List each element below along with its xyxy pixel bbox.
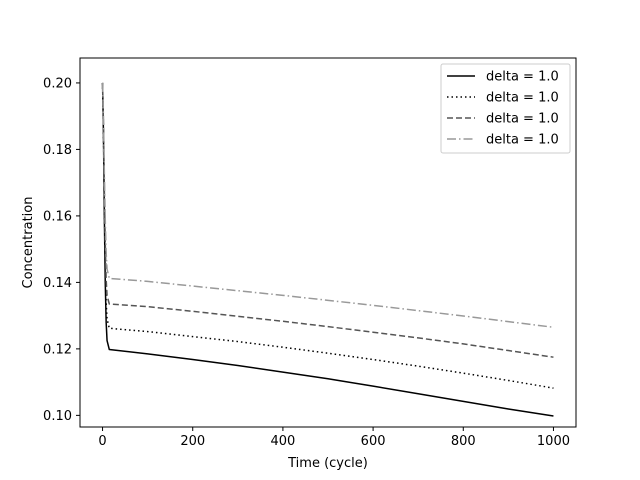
legend-label-4: delta = 1.0 [486, 133, 559, 148]
x-tick-label: 400 [270, 434, 295, 449]
legend-box [440, 63, 571, 154]
y-axis-ticks: 0.10 0.12 0.14 0.16 0.18 0.20 [43, 76, 80, 424]
y-tick-label: 0.20 [43, 76, 72, 91]
y-tick-label: 0.18 [43, 143, 72, 158]
y-tick-label: 0.14 [43, 276, 72, 291]
legend-label-3: delta = 1.0 [486, 112, 559, 127]
x-tick-label: 600 [361, 434, 386, 449]
y-tick-label: 0.16 [43, 209, 72, 224]
x-tick-label: 1000 [537, 434, 570, 449]
y-axis-label: Concentration [21, 197, 36, 289]
legend-label-2: delta = 1.0 [486, 91, 559, 106]
series-line-1 [101, 82, 554, 417]
x-axis-label: Time (cycle) [287, 456, 368, 471]
legend-label-1: delta = 1.0 [486, 70, 559, 85]
x-axis-ticks: 0 200 400 600 800 1000 [98, 427, 570, 449]
x-tick-label: 0 [98, 434, 106, 449]
y-tick-label: 0.12 [43, 342, 72, 357]
plot-lines [101, 82, 554, 417]
y-tick-label: 0.10 [43, 409, 72, 424]
x-tick-label: 800 [451, 434, 476, 449]
legend: delta = 1.0 delta = 1.0 delta = 1.0 delta =… [440, 63, 571, 154]
series-line-4 [101, 82, 554, 329]
plot-frame [79, 57, 577, 428]
x-tick-label: 200 [180, 434, 205, 449]
